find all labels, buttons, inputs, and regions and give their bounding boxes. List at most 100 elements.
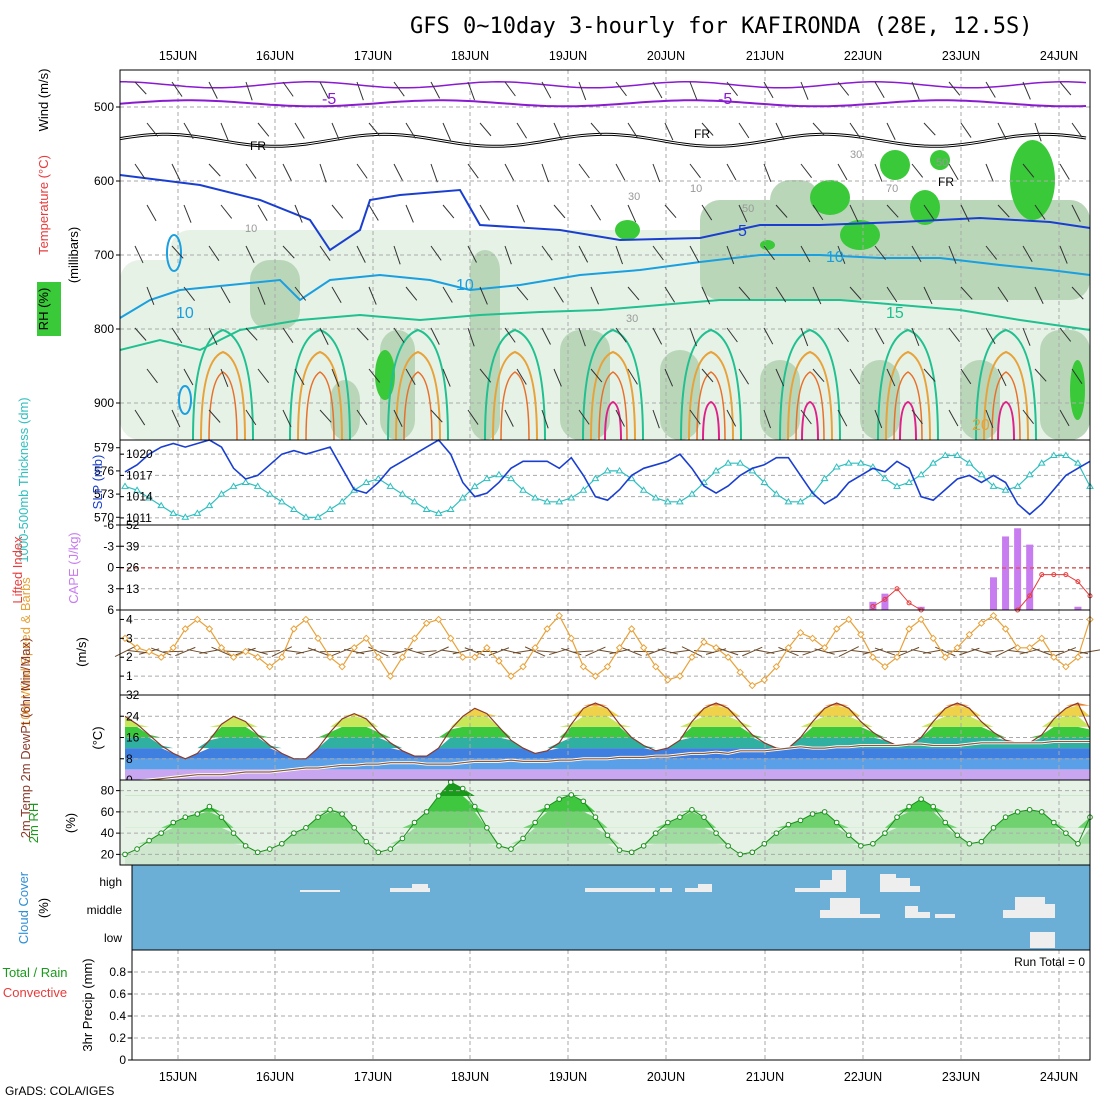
wind-speed-point [893, 653, 901, 661]
wind-barb [578, 327, 586, 347]
wind-barb [430, 81, 441, 99]
rh2m-point [749, 849, 756, 856]
thickness-point [386, 482, 395, 489]
lifted-index-point [1039, 572, 1045, 578]
wind-speed-point [253, 653, 262, 661]
wind-barb [467, 163, 479, 179]
cloud-block [830, 898, 860, 918]
wind-barb [985, 81, 996, 98]
wind-barb-10m [923, 649, 944, 654]
wind-barb [775, 368, 785, 387]
wind-barb-10m [826, 649, 847, 654]
wind-barb [541, 163, 550, 183]
cloud-cover-panel: high middle low Cloud Cover (%) [16, 864, 1091, 951]
thickness-point [302, 513, 310, 520]
label-wind10m: 10m Wind Speed & Barbs [18, 577, 33, 727]
contour-15-diurnal [192, 328, 254, 441]
wind-barb [405, 368, 416, 385]
rh2m-point [194, 811, 201, 817]
rh2m-point [158, 830, 164, 836]
rh2m-point [894, 814, 900, 820]
date-axis-bottom: 15JUN 16JUN 17JUN 18JUN 19JUN 20JUN 21JUN 22JUN… [159, 1070, 1078, 1084]
rh2m-point [387, 846, 394, 852]
wind-speed-point [278, 653, 286, 661]
contour-15 [119, 299, 1091, 352]
rh2m-point [665, 819, 671, 826]
wind-barb [923, 204, 935, 220]
rh2m-point [496, 843, 502, 849]
wind-barb [948, 245, 957, 264]
thickness-point [651, 493, 660, 501]
rh2m-point [327, 806, 333, 813]
wind-barb [911, 245, 922, 263]
wind-barb [701, 204, 713, 221]
thickness-point [688, 490, 696, 497]
wind-barb [1022, 409, 1034, 424]
wind-barb-10m [645, 647, 666, 656]
wind-barb [208, 327, 218, 346]
wind-barb [208, 409, 221, 423]
wind-barb [430, 163, 438, 183]
wind-speed-point [905, 625, 913, 633]
cape-lifted-index-panel: -6 -3 0 3 6 52 39 26 13 Lifted Index CAPE (J/kg) [10, 518, 1093, 617]
wind-barb [590, 122, 603, 137]
wind-barb [812, 368, 825, 383]
rh2m-point [242, 843, 249, 849]
wind-barb [615, 245, 624, 265]
wind-barb-10m [464, 647, 485, 656]
wind-speed-point [712, 644, 720, 652]
wind-barb-10m [211, 646, 232, 657]
contour-5 [119, 174, 1091, 252]
wind-tick-label: 4 [126, 612, 133, 626]
thickness-point [917, 470, 926, 478]
date-label-bottom: 20JUN [647, 1070, 685, 1084]
rh-green-shade [760, 240, 775, 250]
wind-speed-point [410, 634, 419, 643]
thickness-point [1025, 470, 1034, 478]
wind-speed-point [664, 676, 672, 684]
rh2m-point [459, 785, 466, 792]
contour-label: 30 [850, 149, 862, 161]
contour-30-diurnal [604, 400, 622, 441]
lifted-tick-label: -3 [103, 539, 114, 553]
wind-speed-point [386, 672, 395, 680]
wind-barb [479, 368, 492, 383]
wind-barb [763, 163, 772, 183]
wind-speed-point [676, 672, 684, 680]
dewpoint-line [124, 740, 1090, 784]
wind-barb [356, 409, 368, 425]
thickness-point [977, 470, 986, 478]
wind-barb [442, 286, 453, 303]
wind-barb [208, 81, 218, 99]
wind-speed-point [434, 615, 443, 624]
rh2m-point [918, 796, 924, 802]
thickness-point [314, 513, 322, 520]
date-label-top: 18JUN [451, 49, 489, 63]
wind-barb-10m [742, 646, 763, 657]
wind-barb [134, 163, 146, 179]
wind-barb [430, 245, 442, 261]
thickness-point [338, 497, 347, 505]
wind-speed-point [302, 615, 310, 624]
wind-barb [886, 368, 896, 387]
rh2m-point [858, 843, 864, 849]
wind-barb [393, 245, 401, 265]
date-label-bottom: 15JUN [159, 1070, 197, 1084]
thickness-point [1061, 451, 1070, 458]
wind-barb [800, 327, 809, 347]
wind-barb [134, 245, 144, 264]
wind-speed-point [796, 628, 805, 637]
wind-barb-10m [790, 650, 811, 653]
wind-barb-10m [814, 648, 835, 655]
wind-speed-point [338, 662, 346, 671]
wind-barb [615, 327, 627, 343]
cape-bar [1002, 536, 1010, 610]
rh-band [125, 843, 1090, 865]
date-label-bottom: 23JUN [942, 1070, 980, 1084]
rh-shade [330, 380, 360, 440]
date-label-top: 17JUN [354, 49, 392, 63]
wind-barb-10m [585, 646, 606, 657]
wind-barb [689, 245, 700, 263]
cloud-block [896, 878, 910, 892]
wind-speed-point [881, 662, 889, 671]
